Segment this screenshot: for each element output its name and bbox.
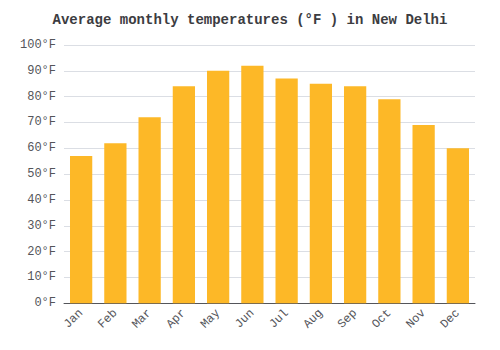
svg-text:Jan: Jan	[61, 306, 86, 331]
svg-text:Jun: Jun	[232, 306, 257, 331]
svg-text:20°F: 20°F	[27, 245, 56, 259]
svg-text:80°F: 80°F	[27, 90, 56, 104]
svg-text:Feb: Feb	[95, 306, 120, 331]
svg-text:10°F: 10°F	[27, 270, 56, 284]
svg-text:Aug: Aug	[301, 306, 326, 331]
svg-text:May: May	[198, 306, 223, 331]
svg-text:Sep: Sep	[335, 306, 360, 331]
svg-text:50°F: 50°F	[27, 167, 56, 181]
svg-text:70°F: 70°F	[27, 115, 56, 129]
svg-text:Oct: Oct	[369, 306, 394, 331]
svg-text:60°F: 60°F	[27, 141, 56, 155]
svg-text:Jul: Jul	[266, 306, 291, 331]
svg-text:Apr: Apr	[164, 306, 189, 331]
svg-text:90°F: 90°F	[27, 64, 56, 78]
svg-text:0°F: 0°F	[34, 296, 56, 310]
svg-text:100°F: 100°F	[20, 38, 56, 52]
svg-text:40°F: 40°F	[27, 193, 56, 207]
svg-text:Average monthly temperatures (: Average monthly temperatures (°F ) in Ne…	[53, 12, 448, 28]
svg-text:30°F: 30°F	[27, 219, 56, 233]
svg-text:Mar: Mar	[129, 306, 154, 331]
svg-text:Dec: Dec	[438, 306, 463, 331]
svg-text:Nov: Nov	[403, 306, 428, 331]
